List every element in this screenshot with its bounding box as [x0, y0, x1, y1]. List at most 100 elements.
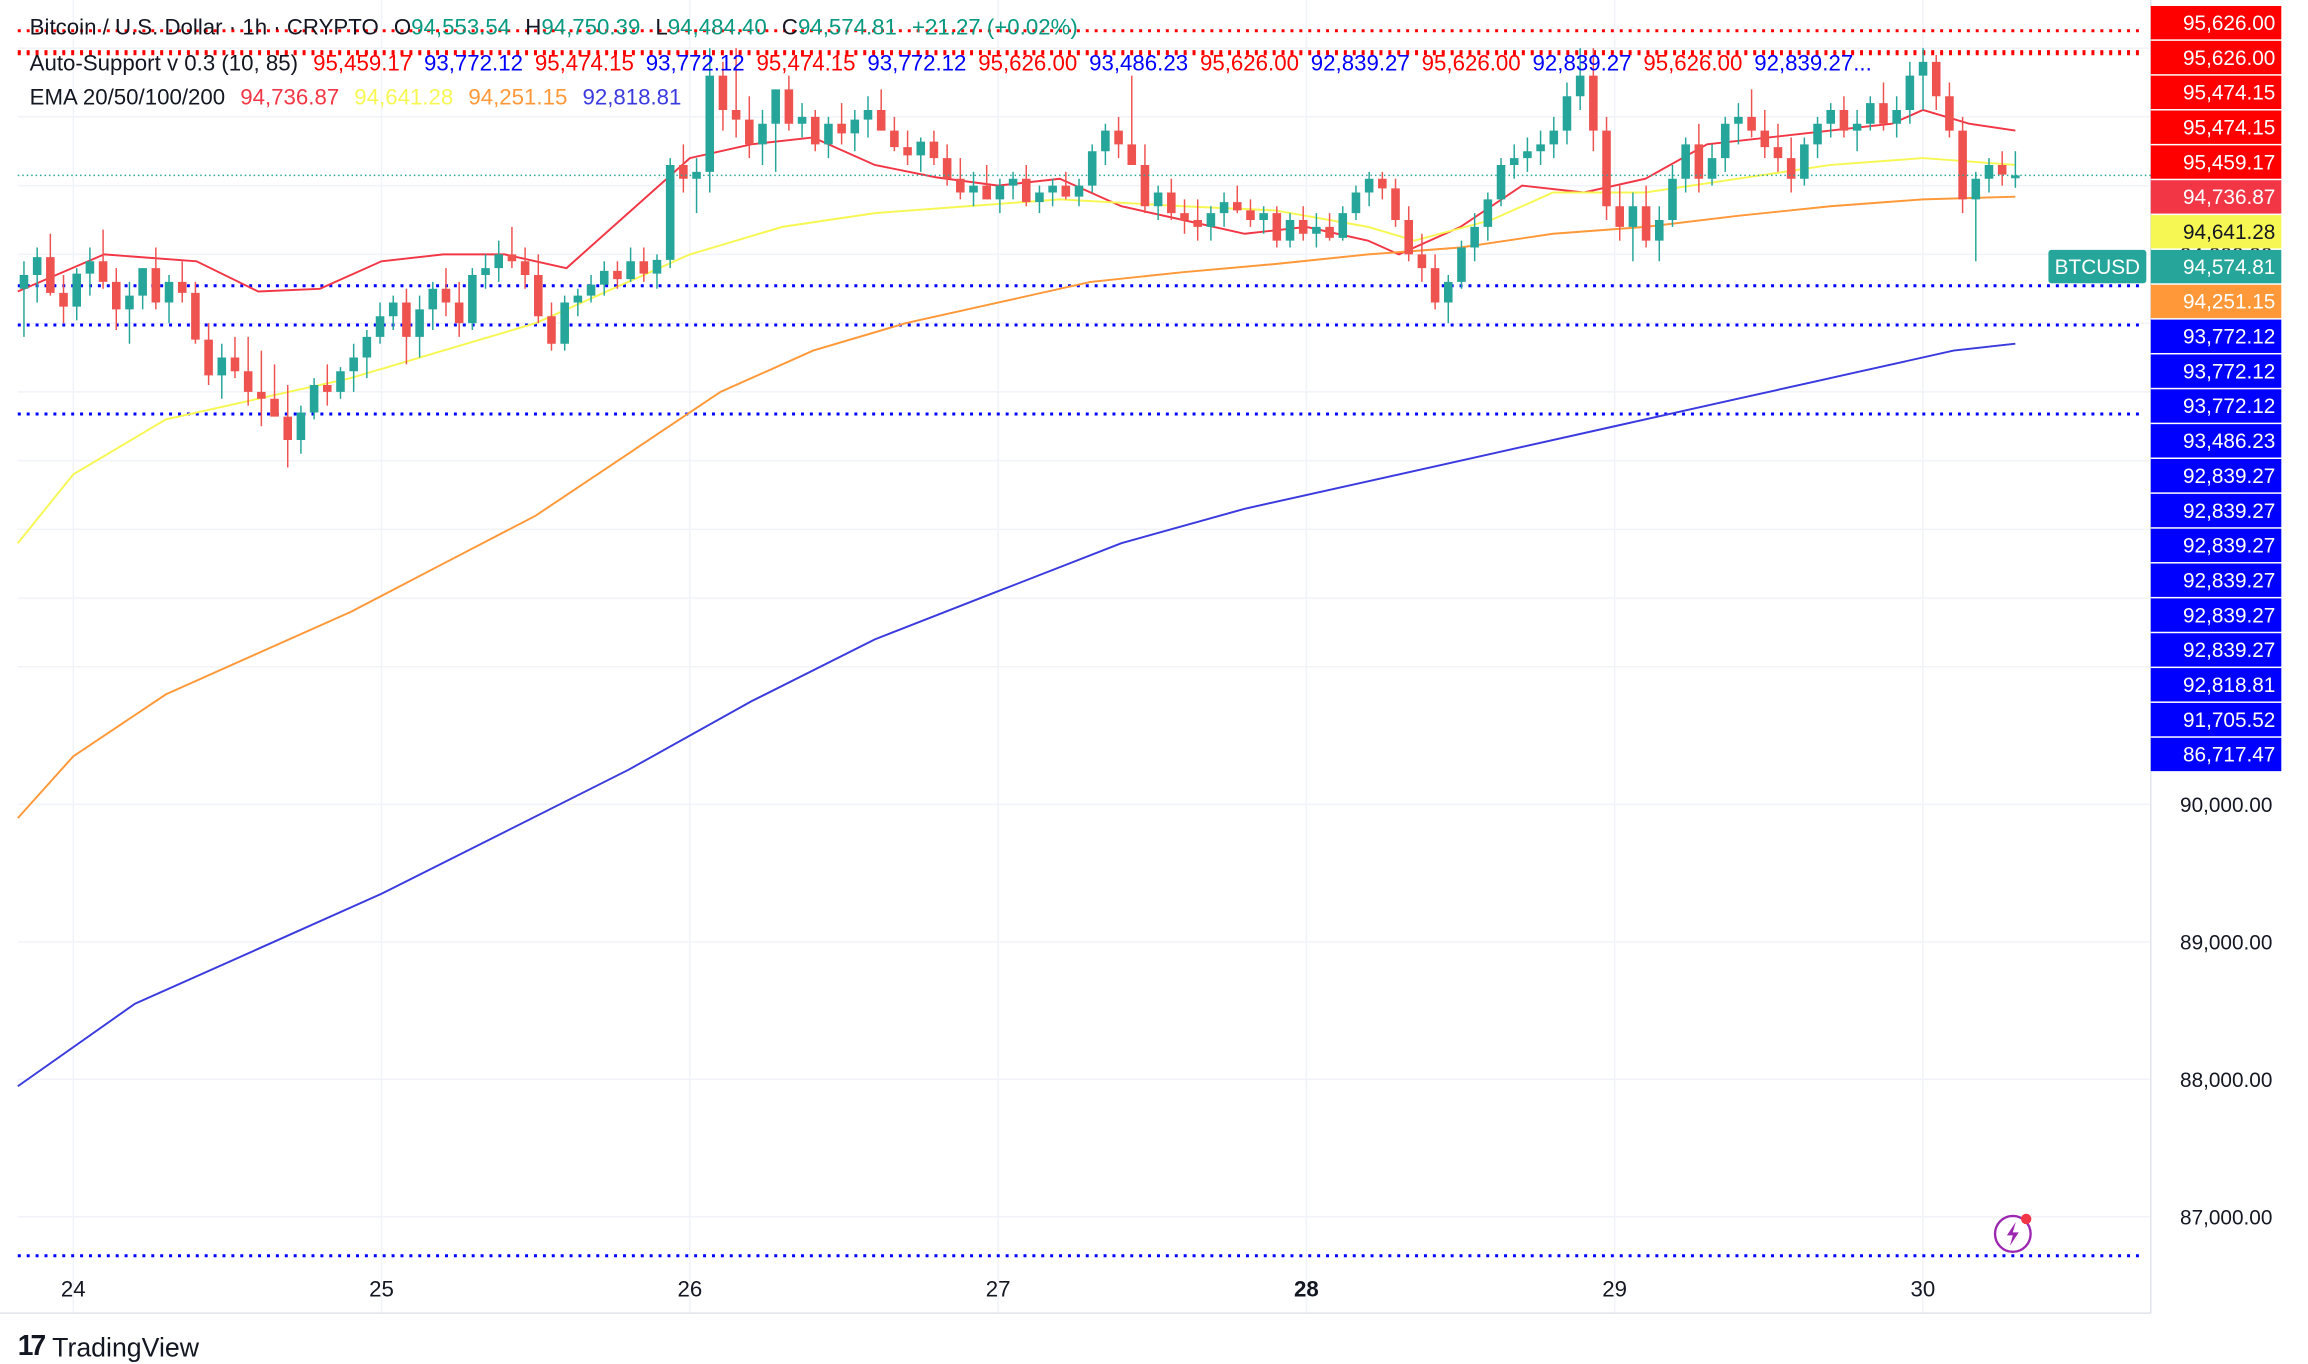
candle-up — [1351, 192, 1361, 214]
candle-down — [1114, 130, 1123, 145]
symbol-title[interactable]: Bitcoin / U.S. Dollar · 1h · CRYPTO — [29, 14, 379, 41]
candle-down — [441, 288, 451, 303]
candle-down — [454, 302, 464, 324]
price-tag-label: 95,474.15 — [2183, 116, 2275, 139]
candle-up — [1443, 281, 1453, 303]
candle-down — [230, 357, 240, 372]
price-tag-ema20 — [2150, 180, 2282, 214]
auto-support-value: 93,486.23 — [1089, 50, 1189, 77]
candle-down — [534, 275, 543, 317]
candle-up — [428, 288, 438, 310]
price-tag-label: 95,459.17 — [2183, 151, 2275, 174]
ema50-value: 94,641.28 — [354, 85, 454, 111]
candle-up — [969, 185, 978, 193]
candle-up — [32, 257, 42, 276]
symbol-badge-label[interactable]: BTCUSD — [2055, 256, 2140, 279]
candle-up — [1087, 151, 1097, 186]
candle-up — [1259, 213, 1268, 221]
candle-up — [72, 273, 82, 307]
price-tag-label: 95,626.00 — [2183, 12, 2275, 35]
candle-up — [1457, 247, 1466, 282]
auto-support-value: 95,459.17 — [313, 50, 413, 77]
auto-support-value: 92,839.27 — [1310, 50, 1410, 77]
y-tick-label: 89,000.00 — [2180, 931, 2272, 954]
candle-up — [665, 165, 675, 260]
candle-down — [903, 147, 912, 156]
ema-label: EMA 20/50/100/200 — [29, 85, 226, 111]
candle-up — [824, 123, 833, 145]
candle-down — [1140, 165, 1150, 207]
auto-support-value: 92,839.27... — [1754, 50, 1872, 77]
candle-up — [1048, 185, 1057, 193]
candle-up — [1074, 185, 1084, 197]
ema200-value: 92,818.81 — [582, 85, 682, 111]
candle-up — [388, 302, 398, 317]
price-tag-ema200 — [2150, 668, 2282, 702]
candle-up — [1364, 178, 1374, 193]
candle-up — [1628, 206, 1638, 227]
lightning-alert-icon[interactable] — [1993, 1214, 2032, 1254]
candle-down — [270, 398, 279, 417]
candle-up — [692, 171, 701, 179]
symbol-badge[interactable] — [2048, 249, 2147, 284]
candle-up — [1826, 110, 1836, 124]
price-tag-label: 94,574.81 — [2183, 256, 2275, 279]
x-tick-label: 27 — [986, 1277, 1011, 1302]
tradingview-watermark[interactable]: 17 TradingView — [18, 1331, 199, 1364]
candle-up — [586, 284, 596, 296]
candle-down — [402, 302, 411, 337]
price-tag-resistance — [2150, 40, 2282, 75]
ema50-line — [17, 157, 2016, 544]
price-tag-ema50 — [2150, 215, 2282, 249]
auto-support-value: 95,626.00 — [978, 50, 1078, 77]
tradingview-logo-icon: 17 — [17, 1331, 46, 1363]
price-tag-label: 92,839.27 — [2183, 500, 2275, 523]
candle-up — [771, 89, 780, 124]
candle-up — [560, 302, 569, 344]
candle-up — [1681, 144, 1690, 179]
price-tag-label: 92,839.27 — [2183, 604, 2275, 627]
candle-up — [1918, 61, 1928, 76]
candle-up — [1668, 178, 1677, 221]
ema200-line — [17, 342, 2016, 1088]
candle-up — [1734, 116, 1743, 124]
low-label: L — [655, 14, 668, 41]
candle-up — [1720, 123, 1730, 159]
price-tag-label: 95,474.15 — [2183, 82, 2275, 105]
candle-down — [731, 110, 741, 120]
price-tag-support — [2150, 563, 2282, 597]
candle-down — [784, 89, 794, 124]
candle-down — [1021, 178, 1031, 203]
candle-up — [1312, 226, 1321, 234]
auto-support-value: 95,626.00 — [1643, 50, 1743, 77]
candle-up — [1905, 75, 1915, 111]
ohlc-legend: Bitcoin / U.S. Dollar · 1h · CRYPTO O94,… — [30, 15, 1087, 40]
auto-support-legend[interactable]: Auto-Support v 0.3 (10, 85) 95,459.17 93,… — [30, 51, 1884, 76]
candle-down — [1773, 147, 1783, 159]
price-tag-resistance — [2150, 145, 2282, 179]
auto-support-label: Auto-Support v 0.3 (10, 85) — [29, 50, 299, 77]
candle-up — [573, 295, 583, 303]
candle-up — [863, 110, 873, 120]
price-tag-resistance — [2150, 5, 2282, 40]
candle-up — [296, 412, 306, 441]
price-tag-ema100 — [2150, 284, 2282, 319]
candle-down — [191, 292, 200, 340]
price-tag-label: 92,839.27 — [2183, 535, 2275, 558]
brand-name: TradingView — [52, 1331, 200, 1362]
candle-up — [1206, 213, 1216, 227]
price-tag-support — [2150, 389, 2282, 423]
ema-legend[interactable]: EMA 20/50/100/200 94,736.87 94,641.28 94… — [30, 85, 691, 110]
candle-down — [1180, 213, 1189, 221]
price-tag-label: 93,772.12 — [2183, 325, 2275, 348]
close-label: C — [781, 14, 798, 41]
candle-up — [1285, 220, 1295, 241]
price-tag-label: 93,486.23 — [2183, 430, 2275, 453]
candle-up — [494, 254, 504, 269]
candle-down — [956, 178, 965, 193]
candle-down — [111, 281, 121, 310]
candle-down — [1325, 226, 1334, 238]
candle-up — [1866, 103, 1875, 124]
